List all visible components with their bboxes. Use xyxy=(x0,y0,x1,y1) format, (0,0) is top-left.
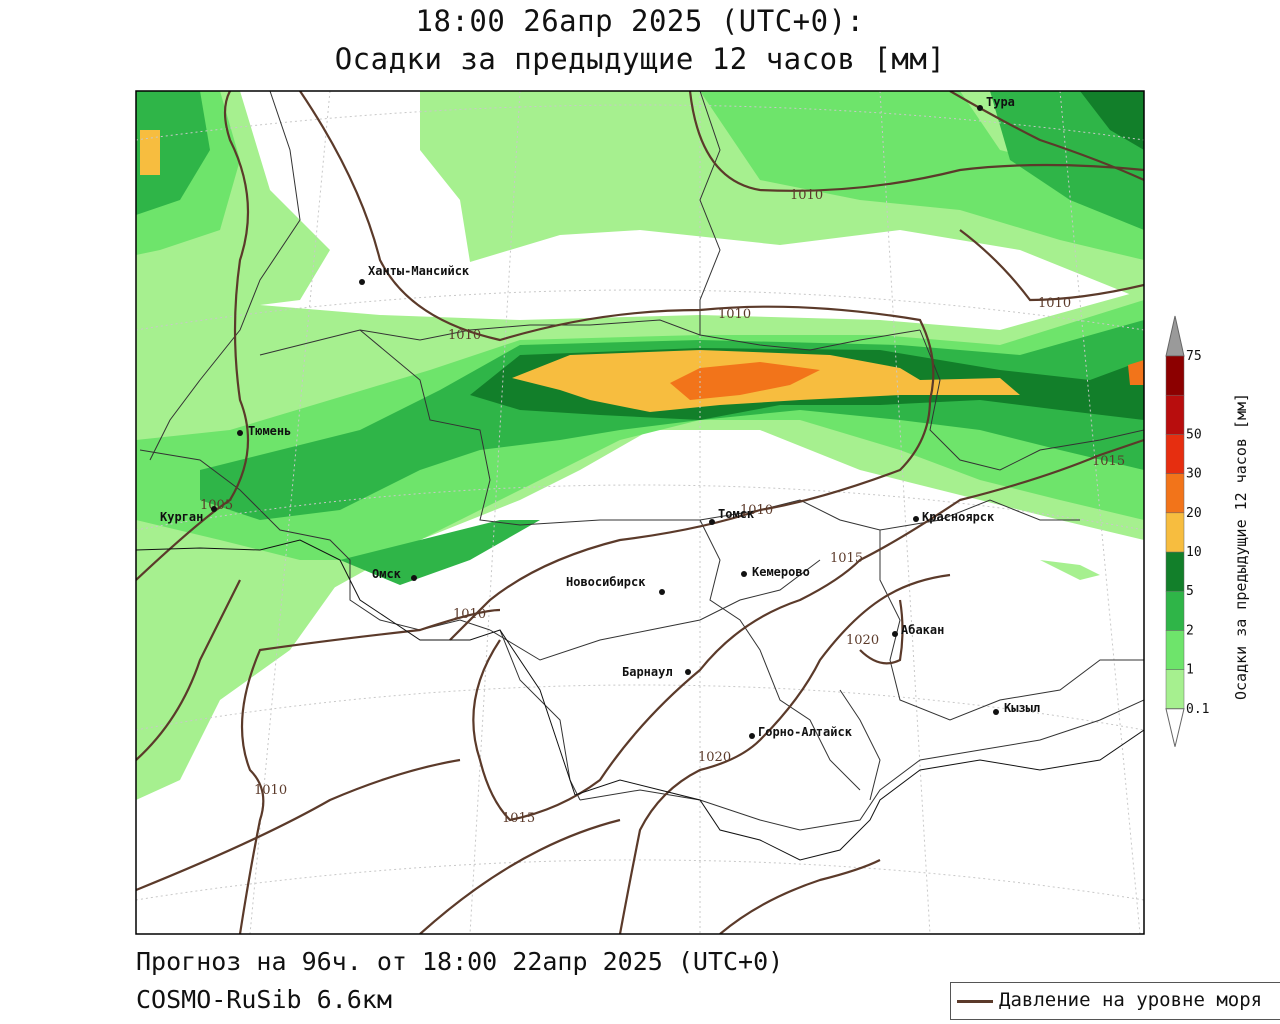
colorbar-segment xyxy=(1165,394,1185,435)
city-label: Ханты-Мансийск xyxy=(368,264,470,278)
city-marker xyxy=(359,279,365,285)
isobar-label: 1010 xyxy=(448,328,481,343)
city-marker xyxy=(977,105,983,111)
isobar-label: 1010 xyxy=(453,607,486,622)
city-label: Кемерово xyxy=(752,565,810,579)
city-label: Тюмень xyxy=(248,424,291,438)
colorbar-level-label: 0.1 xyxy=(1186,702,1209,717)
city-label: Барнаул xyxy=(622,665,673,679)
state-border xyxy=(136,539,1144,861)
city-marker xyxy=(211,506,217,512)
city-label: Тура xyxy=(986,95,1015,109)
isobar-label: 1010 xyxy=(790,188,823,203)
city-marker xyxy=(749,733,755,739)
isobar-label: 1010 xyxy=(718,307,751,322)
city-marker xyxy=(659,589,665,595)
city-marker xyxy=(892,631,898,637)
city-label: Абакан xyxy=(901,623,944,637)
colorbar-segment xyxy=(1165,551,1185,592)
colorbar-segment xyxy=(1165,630,1185,670)
map-subtitle: Осадки за предыдущие 12 часов [мм] xyxy=(334,42,946,76)
pressure-legend-label: Давление на уровне моря xyxy=(999,989,1263,1011)
colorbar-level-label: 20 xyxy=(1186,506,1202,521)
map-title: 18:00 26апр 2025 (UTC+0): xyxy=(415,4,865,38)
city-marker xyxy=(237,430,243,436)
isobar-label: 1010 xyxy=(1038,296,1071,311)
city-marker xyxy=(411,575,417,581)
city-label: Кызыл xyxy=(1004,701,1040,715)
isobar-label: 1015 xyxy=(1092,454,1125,469)
colorbar-level-label: 50 xyxy=(1186,427,1202,442)
city-label: Омск xyxy=(372,567,402,581)
city-marker xyxy=(709,519,715,525)
pressure-line-swatch xyxy=(957,1000,993,1003)
colorbar-segment xyxy=(1165,355,1185,396)
colorbar-level-label: 30 xyxy=(1186,467,1202,482)
colorbar-level-label: 5 xyxy=(1186,584,1194,599)
colorbar-level-label: 1 xyxy=(1186,663,1194,678)
city-marker xyxy=(741,571,747,577)
map-frame xyxy=(135,90,1145,935)
model-name: COSMO-RuSib 6.6км xyxy=(136,985,392,1014)
colorbar-segment xyxy=(1165,590,1185,631)
forecast-info: Прогноз на 96ч. от 18:00 22апр 2025 (UTC… xyxy=(136,947,784,976)
isobar-label: 1010 xyxy=(254,783,287,798)
colorbar-level-label: 75 xyxy=(1186,349,1202,364)
colorbar-title: Осадки за предыдущие 12 часов [мм] xyxy=(1232,392,1250,700)
isobar-label: 1010 xyxy=(740,503,773,518)
colorbar-overflow xyxy=(1165,315,1185,357)
colorbar-segment xyxy=(1165,434,1185,474)
isobar-lines xyxy=(136,91,1144,934)
city-label: Красноярск xyxy=(922,510,995,524)
precipitation-field xyxy=(136,91,1144,800)
colorbar: 0.1 1 2 5 10 20 30 50 75 xyxy=(1165,315,1209,747)
city-marker xyxy=(993,709,999,715)
city-label: Новосибирск xyxy=(566,575,646,589)
city-label: Курган xyxy=(160,510,203,524)
city-label: Горно-Алтайск xyxy=(758,725,853,739)
isobar-label: 1015 xyxy=(502,811,535,826)
city-label: Томск xyxy=(718,507,755,521)
city-marker xyxy=(913,516,919,522)
isobar-label: 1005 xyxy=(200,498,233,513)
pressure-legend: Давление на уровне моря xyxy=(950,982,1280,1020)
colorbar-underflow xyxy=(1165,708,1185,747)
colorbar-level-label: 2 xyxy=(1186,623,1194,638)
isobar-label: 1015 xyxy=(830,551,863,566)
isobar-label: 1020 xyxy=(698,750,731,765)
colorbar-segment xyxy=(1165,669,1185,710)
colorbar-segment xyxy=(1165,512,1185,553)
colorbar-level-label: 10 xyxy=(1186,545,1202,560)
city-marker xyxy=(685,669,691,675)
isobar-label: 1020 xyxy=(846,633,879,648)
colorbar-segment xyxy=(1165,473,1185,514)
